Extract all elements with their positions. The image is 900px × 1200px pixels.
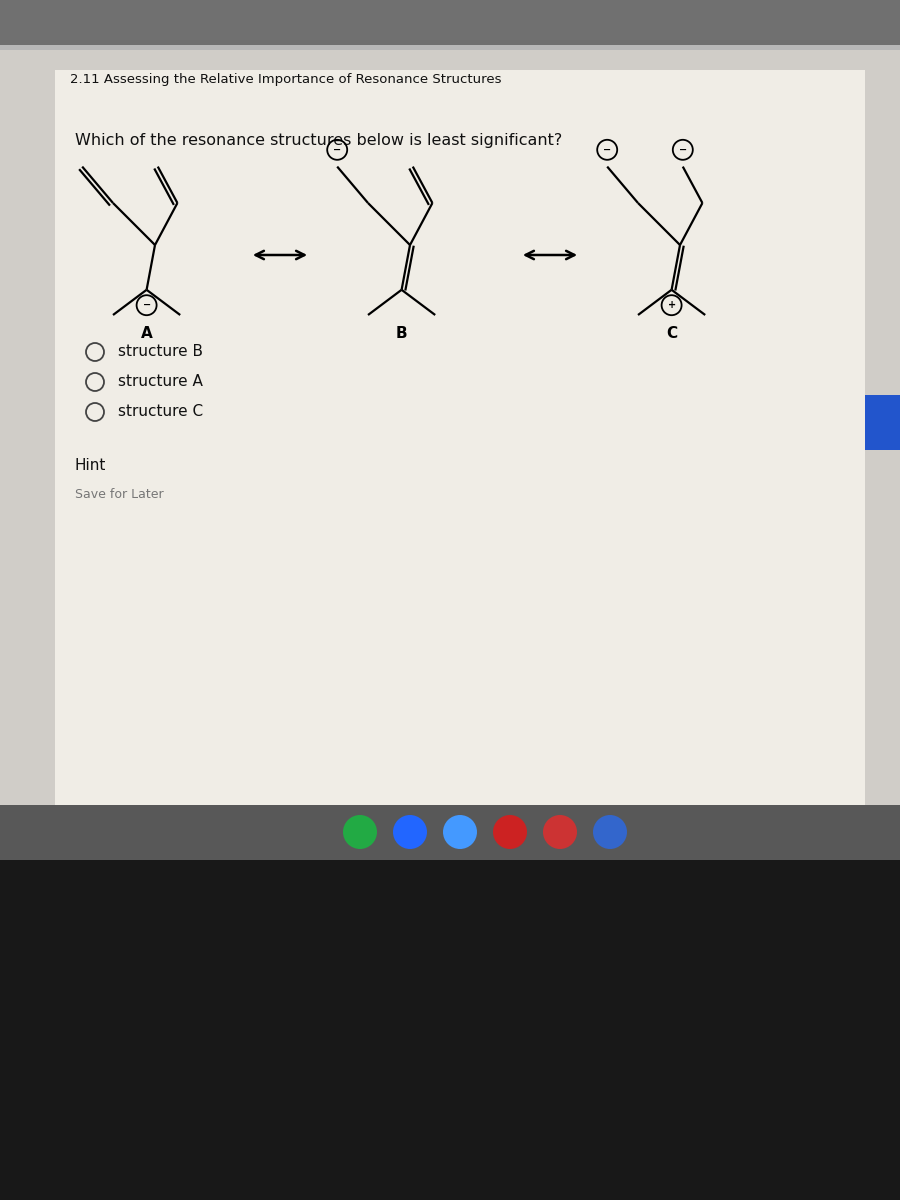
Circle shape xyxy=(543,815,577,850)
Text: +: + xyxy=(668,300,676,310)
Circle shape xyxy=(343,815,377,850)
FancyBboxPatch shape xyxy=(0,50,900,820)
Circle shape xyxy=(393,815,427,850)
Circle shape xyxy=(593,815,627,850)
Text: −: − xyxy=(333,145,341,155)
Text: −: − xyxy=(679,145,687,155)
FancyBboxPatch shape xyxy=(55,70,865,820)
FancyBboxPatch shape xyxy=(0,860,900,1200)
FancyBboxPatch shape xyxy=(0,805,900,860)
Circle shape xyxy=(493,815,527,850)
Text: −: − xyxy=(142,300,150,310)
Text: Save for Later: Save for Later xyxy=(75,488,164,502)
Text: C: C xyxy=(666,326,677,341)
Text: −: − xyxy=(603,145,611,155)
Text: B: B xyxy=(396,326,408,341)
Text: A: A xyxy=(140,326,152,341)
FancyBboxPatch shape xyxy=(0,0,900,44)
FancyBboxPatch shape xyxy=(865,395,900,450)
FancyBboxPatch shape xyxy=(0,44,900,110)
Text: Hint: Hint xyxy=(75,457,106,473)
Text: structure B: structure B xyxy=(118,344,203,360)
Text: structure A: structure A xyxy=(118,374,202,390)
Text: structure C: structure C xyxy=(118,404,203,420)
FancyBboxPatch shape xyxy=(55,70,865,820)
Circle shape xyxy=(443,815,477,850)
Text: 2.11 Assessing the Relative Importance of Resonance Structures: 2.11 Assessing the Relative Importance o… xyxy=(70,73,501,86)
Text: Which of the resonance structures below is least significant?: Which of the resonance structures below … xyxy=(75,132,562,148)
